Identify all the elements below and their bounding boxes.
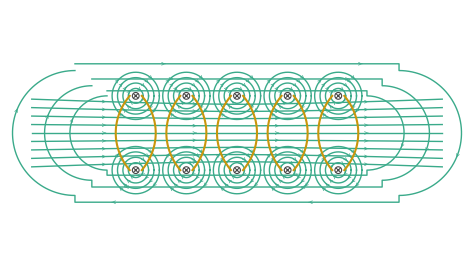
Circle shape: [338, 95, 339, 96]
Circle shape: [132, 167, 139, 173]
Circle shape: [234, 167, 240, 173]
Circle shape: [183, 167, 190, 173]
Circle shape: [284, 93, 291, 99]
Circle shape: [132, 93, 139, 99]
Circle shape: [186, 95, 187, 96]
Circle shape: [183, 93, 190, 99]
Circle shape: [338, 170, 339, 171]
Circle shape: [335, 167, 342, 173]
Circle shape: [284, 167, 291, 173]
Circle shape: [335, 93, 342, 99]
Circle shape: [287, 170, 288, 171]
Circle shape: [287, 95, 288, 96]
Circle shape: [135, 170, 136, 171]
Circle shape: [135, 95, 136, 96]
Circle shape: [186, 170, 187, 171]
Circle shape: [234, 93, 240, 99]
